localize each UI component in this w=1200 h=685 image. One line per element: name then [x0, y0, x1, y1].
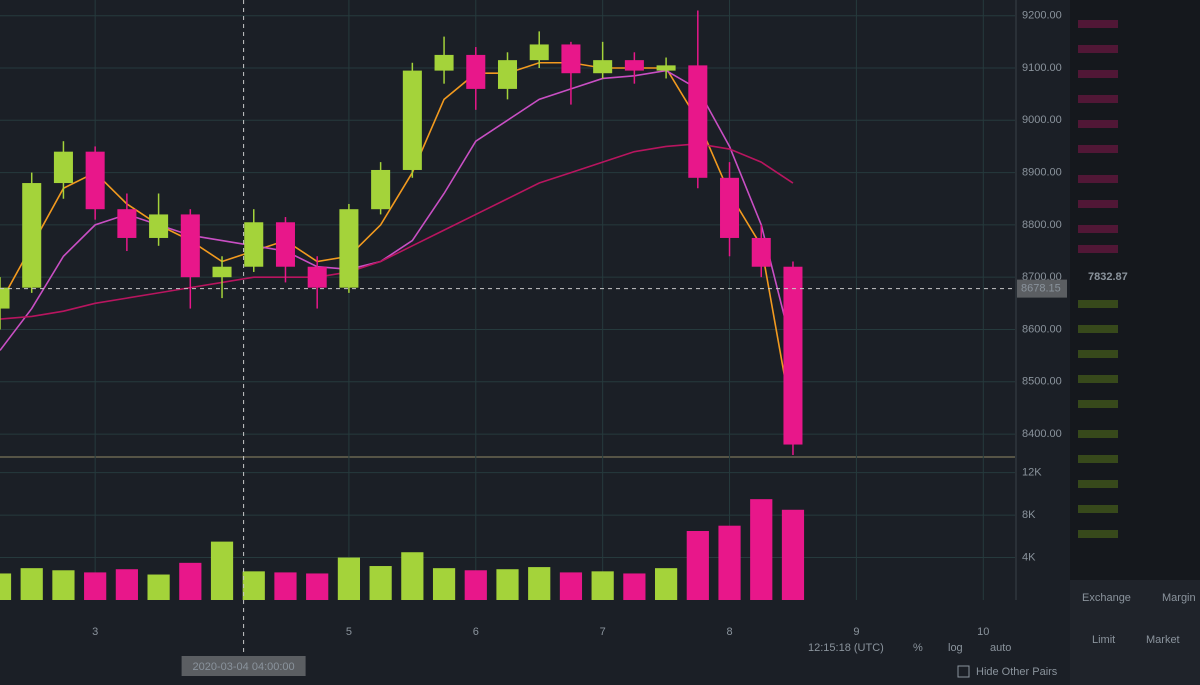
volume-bar: [20, 568, 43, 600]
candle-body: [561, 44, 581, 74]
x-tick-label: 3: [92, 626, 98, 638]
y-tick-label: 8500.00: [1022, 376, 1062, 388]
candle-body: [85, 151, 105, 210]
moving-average: [0, 143, 794, 320]
volume-bar: [179, 562, 202, 600]
toolbar-auto[interactable]: auto: [990, 642, 1011, 654]
candle-body: [275, 222, 295, 267]
y-tick-label: 9000.00: [1022, 114, 1062, 126]
y-tick-label: 9200.00: [1022, 10, 1062, 22]
candle-body: [624, 60, 644, 71]
volume-bar: [401, 552, 424, 600]
volume-bar: [559, 572, 583, 600]
x-tick-label: 7: [600, 626, 606, 638]
candle-body: [529, 44, 549, 61]
volume-bar: [591, 571, 614, 600]
y-tick-label: 9100.00: [1022, 62, 1062, 74]
crosshair-x-label-box: [181, 656, 306, 676]
candle-body: [307, 266, 327, 288]
panel-tab[interactable]: Margin: [1162, 592, 1196, 604]
candle-body: [149, 214, 169, 238]
x-tick-label: 8: [726, 626, 732, 638]
candle-body: [656, 65, 676, 71]
y-tick-label: 8600.00: [1022, 323, 1062, 335]
crosshair-x-label: 2020-03-04 04:00:00: [193, 661, 295, 673]
x-tick-label: 5: [346, 626, 352, 638]
volume-bar: [147, 574, 170, 600]
panel-tab[interactable]: Exchange: [1082, 592, 1131, 604]
candle-body: [117, 209, 137, 238]
candle-body: [466, 54, 486, 89]
volume-bar: [306, 573, 329, 600]
order-form: [1070, 580, 1200, 685]
candle-body: [720, 177, 740, 238]
candle-body: [244, 222, 264, 267]
volume-bar: [52, 570, 75, 600]
volume-bar: [242, 571, 265, 600]
toolbar-time: 12:15:18 (UTC): [808, 642, 884, 654]
volume-tick-label: 12K: [1022, 467, 1042, 479]
candle-body: [371, 169, 391, 210]
candle-body: [497, 60, 518, 89]
candle-body: [180, 214, 200, 278]
candle-body: [339, 209, 359, 288]
candle-body: [434, 54, 454, 71]
volume-bar: [464, 570, 487, 600]
crosshair-y-label: 8678.15: [1021, 283, 1061, 295]
volume-bar: [274, 572, 297, 600]
volume-bar: [686, 531, 709, 600]
volume-bar: [623, 573, 646, 600]
candle-body: [751, 237, 771, 267]
volume-bar: [654, 568, 678, 600]
order-book-panel: [1070, 0, 1200, 580]
candle-body: [783, 266, 803, 445]
order-type[interactable]: Limit: [1092, 634, 1115, 646]
volume-bar: [496, 569, 519, 600]
hide-other-pairs[interactable]: Hide Other Pairs: [976, 666, 1058, 678]
volume-bar: [369, 566, 392, 600]
volume-bar: [0, 573, 12, 600]
candle-body: [0, 287, 10, 309]
candle-body: [593, 60, 613, 74]
y-tick-label: 8900.00: [1022, 166, 1062, 178]
checkbox[interactable]: [957, 665, 970, 678]
candle-body: [53, 151, 73, 184]
volume-bar: [84, 572, 107, 600]
volume-bar: [432, 568, 456, 600]
x-tick-label: 9: [853, 626, 859, 638]
x-tick-label: 10: [977, 626, 989, 638]
volume-bar: [337, 557, 361, 600]
y-tick-label: 8800.00: [1022, 219, 1062, 231]
candle-body: [212, 266, 232, 278]
toolbar-log[interactable]: log: [948, 642, 963, 654]
toolbar-percent[interactable]: %: [913, 642, 923, 654]
volume-bar: [781, 509, 805, 600]
candle-body: [22, 183, 42, 288]
order-book-rows: [1078, 20, 1118, 538]
volume-bar: [718, 525, 741, 600]
volume-bar: [115, 569, 138, 600]
volume-tick-label: 8K: [1022, 509, 1036, 521]
candle-body: [402, 70, 422, 170]
last-price: 7832.87: [1088, 271, 1128, 283]
y-tick-label: 8400.00: [1022, 428, 1062, 440]
candle-body: [688, 65, 708, 178]
order-type[interactable]: Market: [1146, 634, 1180, 646]
volume-tick-label: 4K: [1022, 551, 1036, 563]
volume-bar: [750, 499, 773, 600]
volume-bar: [210, 541, 234, 600]
crosshair-y-label-box: [1017, 279, 1067, 298]
x-tick-label: 6: [473, 626, 479, 638]
volume-bar: [528, 567, 551, 600]
